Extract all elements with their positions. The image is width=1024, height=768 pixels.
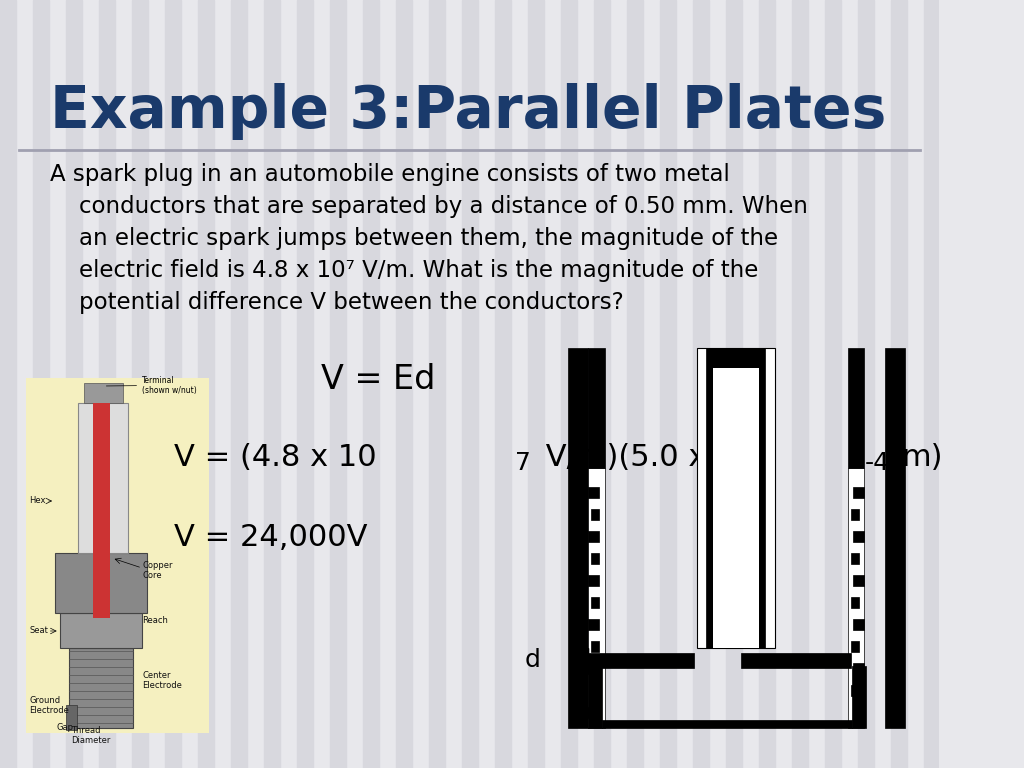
Bar [132,0,148,768]
Bar [362,0,380,768]
Bar [851,641,859,652]
Bar [792,0,808,768]
Bar [924,0,940,768]
Bar [825,0,842,768]
Bar [591,641,599,652]
Bar [602,720,852,728]
Bar [462,0,478,768]
Text: m): m) [901,443,942,472]
Text: d: d [525,648,541,672]
Bar [696,348,774,648]
Bar [589,619,599,630]
Bar [429,0,445,768]
Bar [568,348,589,728]
Bar [851,509,859,520]
Bar [59,613,142,648]
Bar [659,0,677,768]
Text: Seat: Seat [30,626,48,635]
Bar [853,487,864,498]
Bar [0,0,16,768]
Bar [594,0,610,768]
Bar [591,553,599,564]
Text: Copper
Core: Copper Core [142,561,173,580]
Text: V = 24,000V: V = 24,000V [174,523,368,552]
Text: Example 3:Parallel Plates: Example 3:Parallel Plates [50,83,887,140]
Bar [396,0,413,768]
Bar [589,663,599,674]
Bar [26,378,209,733]
Bar [589,653,694,668]
Bar [55,553,146,613]
Text: 7: 7 [515,451,531,475]
Text: Thread
Diameter: Thread Diameter [72,726,111,745]
Bar [759,0,775,768]
Bar [99,0,116,768]
Text: Center
Electrode: Center Electrode [142,670,182,690]
Bar [528,0,545,768]
Text: V = Ed: V = Ed [321,363,435,396]
Bar [589,348,605,468]
Bar [589,575,599,586]
Bar [589,666,602,728]
Text: V = (4.8 x 10: V = (4.8 x 10 [174,443,377,472]
Bar [851,685,859,696]
Text: Reach: Reach [142,616,168,625]
Bar [589,707,599,718]
Bar [589,531,599,542]
Bar [297,0,313,768]
Bar [693,0,710,768]
Bar [853,663,864,674]
Bar [848,348,864,468]
Bar [885,348,904,728]
Bar [713,368,759,648]
Text: V/m)(5.0 x 10: V/m)(5.0 x 10 [537,443,755,472]
Bar [853,575,864,586]
Bar [591,597,599,608]
Bar [858,0,874,768]
Text: Gap: Gap [56,723,74,732]
Bar [78,403,128,553]
Bar [589,468,605,728]
Bar [591,509,599,520]
Bar [66,0,83,768]
Bar [891,0,907,768]
Text: -4: -4 [864,451,890,475]
Bar [853,531,864,542]
Bar [589,487,599,498]
Bar [264,0,281,768]
Bar [853,619,864,630]
Bar [69,648,133,728]
Bar [495,0,511,768]
Bar [93,403,110,618]
Bar [231,0,248,768]
Bar [706,348,765,648]
Text: Ground
Electrode: Ground Electrode [30,696,70,715]
Bar [726,0,742,768]
Bar [627,0,643,768]
Bar [33,0,49,768]
Bar [848,468,864,728]
Text: Hex: Hex [30,496,46,505]
Bar [853,707,864,718]
Text: A spark plug in an automobile engine consists of two metal
    conductors that a: A spark plug in an automobile engine con… [50,163,808,314]
Bar [165,0,181,768]
Bar [66,705,77,730]
Bar [851,597,859,608]
Bar [84,383,123,403]
Bar [852,666,866,728]
Bar [561,0,578,768]
Text: Terminal
(shown w/nut): Terminal (shown w/nut) [106,376,197,395]
Bar [740,653,851,668]
Bar [330,0,346,768]
Bar [851,553,859,564]
Bar [198,0,214,768]
Bar [591,685,599,696]
